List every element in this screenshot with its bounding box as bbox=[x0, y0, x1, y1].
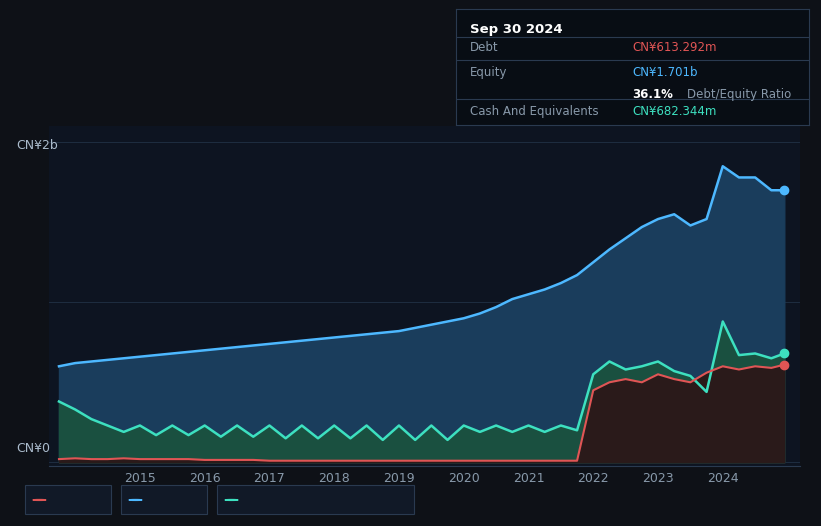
FancyBboxPatch shape bbox=[121, 485, 207, 514]
Text: Cash And Equivalents: Cash And Equivalents bbox=[470, 105, 599, 118]
Text: CN¥682.344m: CN¥682.344m bbox=[632, 105, 717, 118]
Text: 36.1%: 36.1% bbox=[632, 88, 673, 100]
Text: CN¥613.292m: CN¥613.292m bbox=[632, 42, 717, 54]
Text: Equity: Equity bbox=[470, 66, 507, 79]
Text: Debt: Debt bbox=[470, 42, 498, 54]
Text: Cash And Equivalents: Cash And Equivalents bbox=[243, 493, 372, 507]
FancyBboxPatch shape bbox=[25, 485, 111, 514]
Text: CN¥0: CN¥0 bbox=[16, 442, 50, 455]
FancyBboxPatch shape bbox=[217, 485, 414, 514]
Text: Equity: Equity bbox=[147, 493, 185, 507]
Text: Debt: Debt bbox=[51, 493, 80, 507]
Text: Debt/Equity Ratio: Debt/Equity Ratio bbox=[687, 88, 791, 100]
Text: Sep 30 2024: Sep 30 2024 bbox=[470, 23, 562, 36]
Text: CN¥1.701b: CN¥1.701b bbox=[632, 66, 698, 79]
Text: CN¥2b: CN¥2b bbox=[16, 139, 58, 153]
